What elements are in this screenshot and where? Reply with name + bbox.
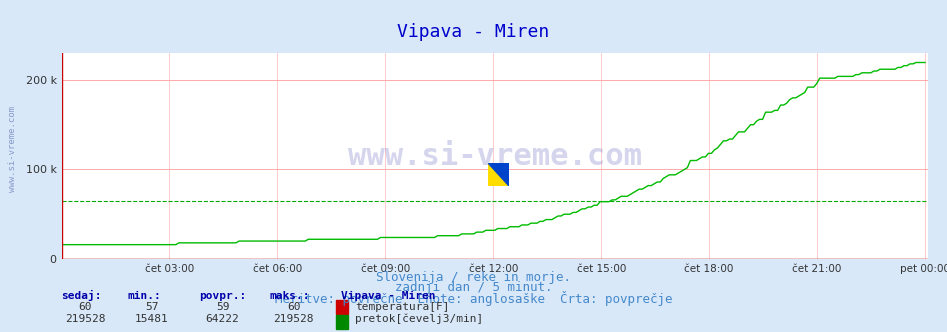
Polygon shape: [488, 163, 509, 186]
Text: 15481: 15481: [134, 314, 169, 324]
Text: 64222: 64222: [205, 314, 240, 324]
Text: Slovenija / reke in morje.: Slovenija / reke in morje.: [376, 271, 571, 284]
Text: temperatura[F]: temperatura[F]: [355, 302, 450, 312]
Text: 60: 60: [79, 302, 92, 312]
Text: www.si-vreme.com: www.si-vreme.com: [348, 141, 642, 171]
Text: Vipava - Miren: Vipava - Miren: [341, 291, 436, 301]
Text: zadnji dan / 5 minut.: zadnji dan / 5 minut.: [395, 281, 552, 293]
Bar: [336, 300, 348, 314]
Text: 60: 60: [287, 302, 300, 312]
Bar: [336, 315, 348, 329]
Polygon shape: [488, 163, 509, 186]
Text: 219528: 219528: [65, 314, 105, 324]
Text: Vipava - Miren: Vipava - Miren: [398, 23, 549, 41]
Text: pretok[čevelj3/min]: pretok[čevelj3/min]: [355, 313, 483, 324]
Text: Meritve: povrečne  Enote: anglosaške  Črta: povprečje: Meritve: povrečne Enote: anglosaške Črta…: [275, 291, 672, 306]
Text: povpr.:: povpr.:: [199, 291, 246, 301]
Text: 59: 59: [216, 302, 229, 312]
Text: sedaj:: sedaj:: [62, 290, 102, 301]
Text: 57: 57: [145, 302, 158, 312]
Text: maks.:: maks.:: [270, 291, 311, 301]
Text: min.:: min.:: [128, 291, 162, 301]
Text: 219528: 219528: [274, 314, 313, 324]
Text: www.si-vreme.com: www.si-vreme.com: [8, 106, 17, 193]
